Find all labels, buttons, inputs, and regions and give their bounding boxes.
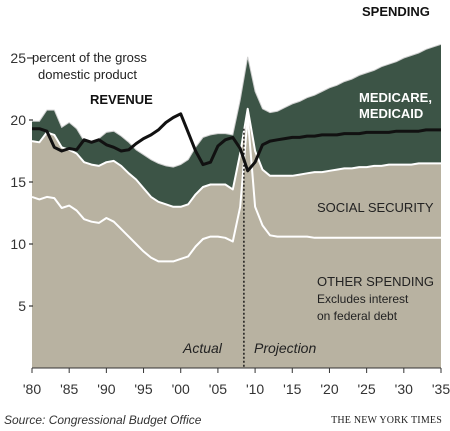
x-tick-label: '85 [60, 381, 78, 397]
other-spending-note-line1: Excludes interest [317, 292, 409, 306]
y-axis: 5 10 15 20 25 [10, 50, 33, 314]
x-tick-label: '10 [246, 381, 264, 397]
y-tick-label: 15 [10, 174, 26, 190]
social-security-boundary [31, 107, 441, 208]
social-security-label: SOCIAL SECURITY [317, 200, 434, 215]
medicare-label-line1: MEDICARE, [359, 90, 432, 105]
y-tick-label: 20 [10, 112, 26, 128]
x-tick-label: '05 [209, 381, 227, 397]
other-spending-area [32, 116, 441, 368]
other-spending-boundary [31, 115, 441, 263]
spending-label: SPENDING [362, 4, 430, 19]
x-tick-label: '15 [283, 381, 301, 397]
boundary-lines [31, 43, 442, 263]
source-note: Source: Congressional Budget Office [4, 413, 202, 427]
x-tick-label: '00 [172, 381, 190, 397]
ylabel-line2: domestic product [38, 67, 137, 82]
actual-label: Actual [182, 340, 223, 356]
area-layer [32, 44, 441, 369]
budget-chart: 5 10 15 20 25 '80 '85 '90 '95 '00 '05 '10 '15 '20 '25… [10, 4, 450, 397]
x-tick-label: '90 [97, 381, 115, 397]
x-tick-label: '30 [395, 381, 413, 397]
x-tick-label: '80 [23, 381, 41, 397]
projection-label: Projection [254, 340, 316, 356]
other-spending-label: OTHER SPENDING [317, 274, 434, 289]
x-tick-label: '95 [134, 381, 152, 397]
other-spending-note-line2: on federal debt [317, 309, 398, 323]
x-axis: '80 '85 '90 '95 '00 '05 '10 '15 '20 '25 '30 '35 [23, 367, 450, 397]
revenue-label: REVENUE [90, 92, 153, 107]
spending-top-edge [32, 43, 442, 168]
ylabel-line1: percent of the gross [32, 50, 147, 65]
y-tick-label: 5 [18, 298, 26, 314]
y-tick-label: 10 [10, 236, 26, 252]
x-tick-label: '25 [357, 381, 375, 397]
publisher-credit: THE NEW YORK TIMES [331, 415, 442, 426]
medicare-label-line2: MEDICAID [359, 106, 423, 121]
y-tick-label: 25 [10, 50, 26, 66]
revenue-line [32, 112, 441, 173]
x-tick-label: '35 [432, 381, 450, 397]
x-tick-label: '20 [320, 381, 338, 397]
